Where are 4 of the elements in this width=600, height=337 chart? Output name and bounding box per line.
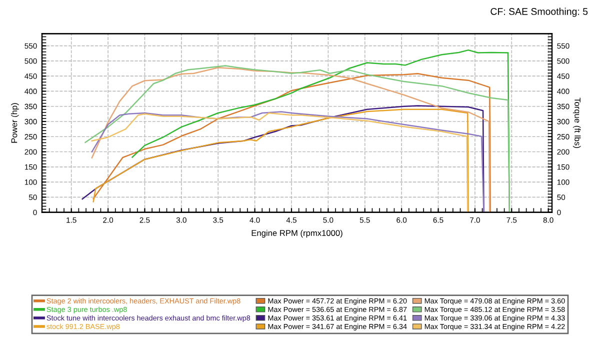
y-axis-title: Power (hp) [11,103,19,143]
text: CF: SAE Smoothing: 5 [490,8,588,17]
x-axis-title: Engine RPM (rpmx1000) [252,230,342,238]
y2-axis-title: Torque (ft lbs) [572,98,581,148]
